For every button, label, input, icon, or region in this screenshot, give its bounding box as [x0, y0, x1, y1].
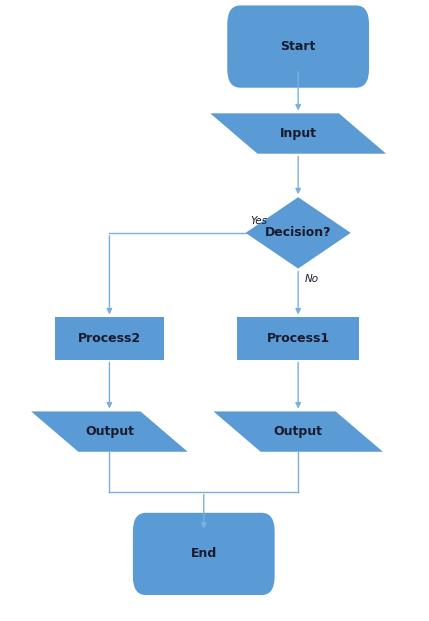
Text: Yes: Yes — [250, 215, 267, 225]
Text: Process2: Process2 — [78, 332, 141, 345]
Text: No: No — [305, 274, 319, 284]
Polygon shape — [210, 113, 386, 153]
Text: Output: Output — [85, 425, 134, 438]
Bar — [237, 317, 359, 360]
Text: Start: Start — [281, 40, 316, 53]
Bar — [55, 317, 164, 360]
FancyBboxPatch shape — [133, 513, 275, 595]
Text: Input: Input — [280, 127, 317, 140]
Polygon shape — [31, 411, 188, 452]
Text: Process1: Process1 — [266, 332, 330, 345]
Text: End: End — [190, 548, 217, 560]
FancyBboxPatch shape — [227, 6, 369, 88]
Polygon shape — [245, 197, 351, 268]
Text: Output: Output — [274, 425, 323, 438]
Text: Decision?: Decision? — [265, 227, 332, 239]
Polygon shape — [214, 411, 383, 452]
